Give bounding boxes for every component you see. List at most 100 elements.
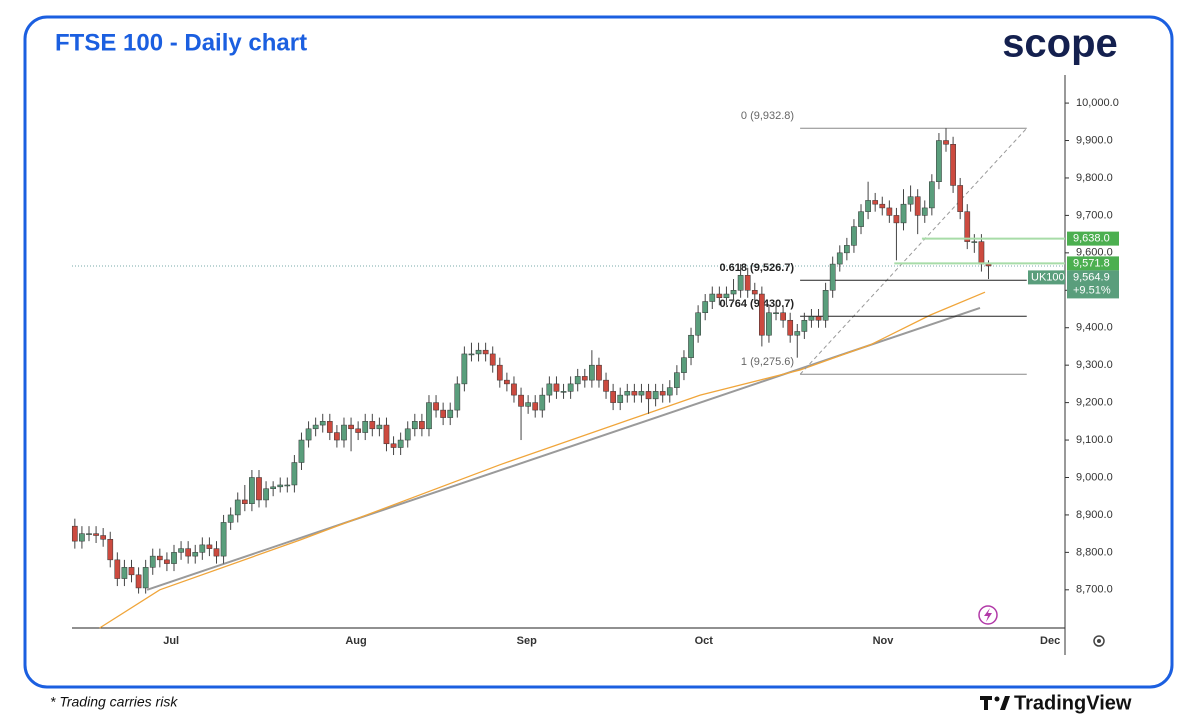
candle-body <box>808 316 815 321</box>
fib-label: 0 (9,932.8) <box>741 110 794 122</box>
candle-body <box>404 428 411 441</box>
candle-body <box>178 548 184 553</box>
candle-body <box>433 402 439 411</box>
candle-body <box>376 424 383 430</box>
settings-icon[interactable] <box>1093 635 1105 647</box>
candle-body <box>900 203 907 224</box>
candle-body <box>702 301 709 313</box>
candle-body <box>135 574 142 589</box>
candle-body <box>567 383 574 392</box>
candle-body <box>581 376 588 381</box>
candle-body <box>171 552 177 564</box>
candle-body <box>815 316 822 321</box>
candle-body <box>241 499 248 504</box>
candle-body <box>397 439 404 448</box>
candle-body <box>603 379 609 392</box>
candle-body <box>227 514 234 523</box>
candle-body <box>801 319 808 332</box>
candle-body <box>411 421 418 430</box>
disclaimer: * Trading carries risk <box>50 694 178 710</box>
candle-body <box>950 144 956 186</box>
candle-body <box>844 245 850 254</box>
candle-body <box>645 391 652 400</box>
candle-body <box>291 462 298 486</box>
candle-body <box>355 428 361 433</box>
candle-body <box>79 533 85 542</box>
candle-body <box>886 207 893 216</box>
moving-average <box>99 291 986 629</box>
candle-body <box>489 353 496 366</box>
x-tick-label: Dec <box>1040 635 1060 647</box>
candle-body <box>921 207 928 216</box>
brand-logo: scope <box>1002 22 1118 66</box>
candle-body <box>766 312 772 336</box>
price-label-box <box>1067 256 1119 271</box>
candle-body <box>270 486 276 489</box>
candle-body <box>964 211 971 242</box>
candle-body <box>71 525 78 542</box>
candle-body <box>716 293 723 299</box>
candle-body <box>610 391 616 403</box>
candle-body <box>305 428 312 441</box>
candle-body <box>978 241 985 265</box>
candle-body <box>454 383 461 411</box>
candle-body <box>893 215 900 224</box>
y-tick-label: 9,400.0 <box>1076 322 1113 334</box>
candle-body <box>638 391 645 396</box>
candle-body <box>263 488 269 501</box>
candle-body <box>674 372 680 388</box>
candle-body <box>213 548 220 557</box>
candle-body <box>249 477 255 504</box>
symbol-box <box>1028 270 1065 285</box>
candle-body <box>256 477 262 501</box>
candle-body <box>971 241 978 243</box>
candle-body <box>560 391 567 393</box>
candle-body <box>744 275 751 291</box>
candle-body <box>787 319 794 336</box>
symbol-label: UK100 <box>1031 271 1065 283</box>
y-tick-label: 9,600.0 <box>1076 247 1113 259</box>
candle-body <box>659 391 666 396</box>
x-tick-label: Nov <box>873 635 895 647</box>
candle-body <box>737 275 744 291</box>
candle-body <box>936 140 942 182</box>
y-tick-label: 9,900.0 <box>1076 134 1113 146</box>
candle-body <box>666 387 673 396</box>
candles <box>71 128 992 594</box>
candle-body <box>546 383 553 396</box>
candle-body <box>794 331 801 336</box>
x-tick-label: Aug <box>345 635 366 647</box>
candle-body <box>121 567 128 579</box>
candle-body <box>553 383 560 392</box>
candle-body <box>504 379 510 385</box>
x-tick-label: Oct <box>695 635 714 647</box>
candle-body <box>709 293 716 302</box>
candle-body <box>957 185 964 212</box>
candle-body <box>142 567 149 589</box>
candle-body <box>419 421 425 430</box>
fib-label: 1 (9,275.6) <box>741 356 794 368</box>
candle-body <box>156 555 163 561</box>
candle-body <box>114 559 121 579</box>
candle-body <box>872 200 879 205</box>
candle-body <box>149 555 156 568</box>
candle-body <box>496 364 503 381</box>
candle-body <box>390 443 397 448</box>
lightning-icon[interactable] <box>978 605 998 625</box>
fib-label: 0.618 (9,526.7) <box>719 262 794 274</box>
chart-title: FTSE 100 - Daily chart <box>55 29 307 56</box>
candle-body <box>723 293 730 299</box>
candle-body <box>681 357 687 373</box>
candle-body <box>730 290 737 295</box>
candle-body <box>539 394 546 411</box>
candle-body <box>383 424 390 445</box>
candle-body <box>192 552 199 557</box>
candle-body <box>624 391 631 396</box>
candle-body <box>93 533 99 536</box>
candle-body <box>928 181 935 209</box>
candle-body <box>482 349 489 355</box>
candle-body <box>829 263 836 291</box>
x-tick-label: Jul <box>163 635 179 647</box>
candle-body <box>447 409 454 418</box>
